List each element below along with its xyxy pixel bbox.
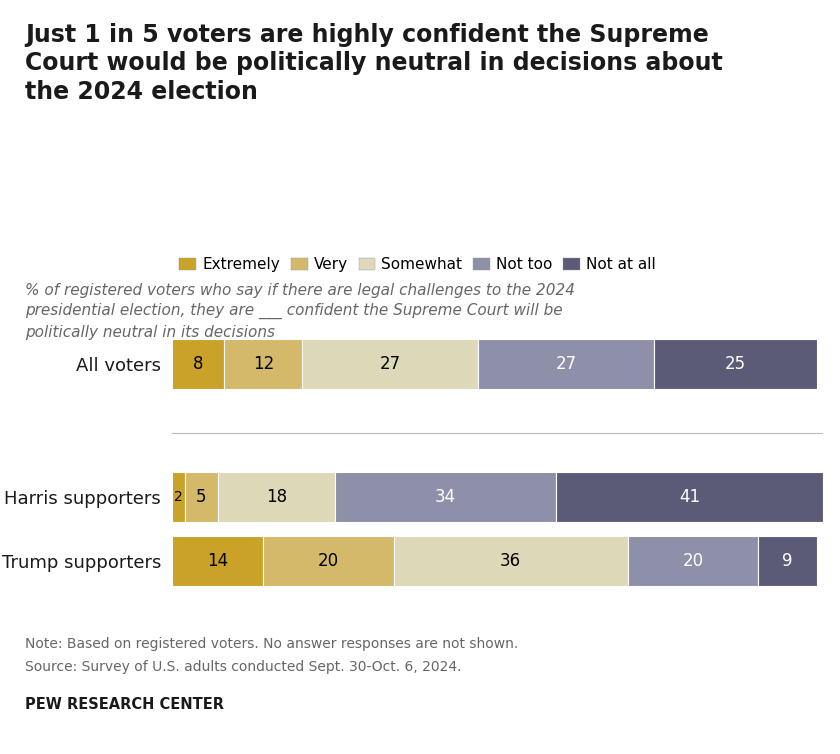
Text: 5: 5 [197,488,207,506]
Bar [264,536,393,587]
Text: 27: 27 [380,355,401,373]
Bar [172,472,186,523]
Text: 20: 20 [318,552,339,570]
Text: 36: 36 [500,552,522,570]
Text: Just 1 in 5 voters are highly confident the Supreme
Court would be politically n: Just 1 in 5 voters are highly confident … [25,23,723,104]
Text: 20: 20 [682,552,704,570]
Text: PEW RESEARCH CENTER: PEW RESEARCH CENTER [25,697,224,713]
Bar [186,472,218,523]
Text: Note: Based on registered voters. No answer responses are not shown.: Note: Based on registered voters. No ans… [25,637,518,651]
Text: 18: 18 [265,488,287,506]
Bar [172,536,264,587]
Text: % of registered voters who say if there are legal challenges to the 2024
preside: % of registered voters who say if there … [25,283,575,340]
Bar [172,339,224,389]
Bar [758,536,816,587]
Bar [218,472,335,523]
Bar [478,339,654,389]
Bar [654,339,816,389]
Text: 41: 41 [680,488,701,506]
Text: 25: 25 [725,355,746,373]
Bar [393,536,628,587]
Text: 27: 27 [555,355,576,373]
Legend: Extremely, Very, Somewhat, Not too, Not at all: Extremely, Very, Somewhat, Not too, Not … [173,251,662,278]
Bar [556,472,823,523]
Bar [302,339,478,389]
Text: 2: 2 [175,490,183,504]
Bar [224,339,302,389]
Text: 9: 9 [782,552,793,570]
Text: 14: 14 [207,552,228,570]
Bar [335,472,556,523]
Text: Source: Survey of U.S. adults conducted Sept. 30-Oct. 6, 2024.: Source: Survey of U.S. adults conducted … [25,660,462,674]
Bar [628,536,758,587]
Text: 34: 34 [435,488,456,506]
Text: 8: 8 [193,355,203,373]
Text: 12: 12 [253,355,274,373]
